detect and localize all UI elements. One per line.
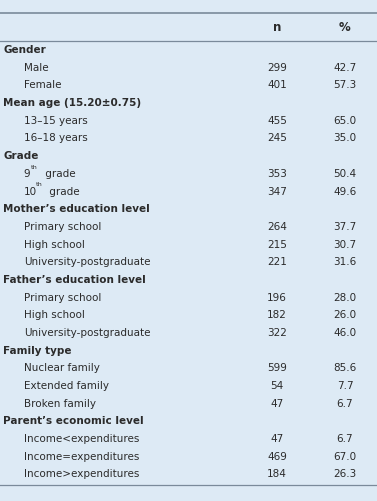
Text: Female: Female bbox=[24, 81, 61, 91]
Text: 6.7: 6.7 bbox=[337, 434, 353, 444]
Text: 455: 455 bbox=[267, 116, 287, 126]
Text: 49.6: 49.6 bbox=[333, 186, 357, 196]
Text: n: n bbox=[273, 21, 281, 34]
Text: Male: Male bbox=[24, 63, 48, 73]
Text: 16–18 years: 16–18 years bbox=[24, 133, 87, 143]
Text: Mother’s education level: Mother’s education level bbox=[3, 204, 150, 214]
Text: 31.6: 31.6 bbox=[333, 257, 357, 267]
Text: 6.7: 6.7 bbox=[337, 399, 353, 409]
Text: 65.0: 65.0 bbox=[333, 116, 357, 126]
Text: Primary school: Primary school bbox=[24, 293, 101, 303]
Text: 196: 196 bbox=[267, 293, 287, 303]
Text: Extended family: Extended family bbox=[24, 381, 109, 391]
Text: 9: 9 bbox=[24, 169, 31, 179]
Text: 401: 401 bbox=[267, 81, 287, 91]
Text: Income>expenditures: Income>expenditures bbox=[24, 469, 139, 479]
Text: 215: 215 bbox=[267, 239, 287, 249]
Text: High school: High school bbox=[24, 239, 84, 249]
Text: 35.0: 35.0 bbox=[333, 133, 357, 143]
Text: Broken family: Broken family bbox=[24, 399, 96, 409]
Text: 26.3: 26.3 bbox=[333, 469, 357, 479]
Text: 245: 245 bbox=[267, 133, 287, 143]
Text: 599: 599 bbox=[267, 363, 287, 373]
Text: 182: 182 bbox=[267, 310, 287, 320]
Text: th: th bbox=[36, 182, 43, 187]
Text: Father’s education level: Father’s education level bbox=[3, 275, 146, 285]
Text: Nuclear family: Nuclear family bbox=[24, 363, 100, 373]
Text: 28.0: 28.0 bbox=[333, 293, 357, 303]
Text: 299: 299 bbox=[267, 63, 287, 73]
Text: %: % bbox=[339, 21, 351, 34]
Text: 10: 10 bbox=[24, 186, 37, 196]
Text: Grade: Grade bbox=[3, 151, 38, 161]
Text: 347: 347 bbox=[267, 186, 287, 196]
Text: 47: 47 bbox=[270, 434, 284, 444]
Text: 30.7: 30.7 bbox=[333, 239, 357, 249]
Text: 184: 184 bbox=[267, 469, 287, 479]
Text: Parent’s economic level: Parent’s economic level bbox=[3, 416, 144, 426]
Text: 57.3: 57.3 bbox=[333, 81, 357, 91]
Text: grade: grade bbox=[42, 169, 75, 179]
Text: 264: 264 bbox=[267, 222, 287, 232]
Text: 46.0: 46.0 bbox=[333, 328, 357, 338]
Text: 67.0: 67.0 bbox=[333, 451, 357, 461]
Text: 37.7: 37.7 bbox=[333, 222, 357, 232]
Text: Family type: Family type bbox=[3, 346, 72, 356]
Text: 42.7: 42.7 bbox=[333, 63, 357, 73]
Text: 13–15 years: 13–15 years bbox=[24, 116, 87, 126]
Text: 221: 221 bbox=[267, 257, 287, 267]
Text: Income=expenditures: Income=expenditures bbox=[24, 451, 139, 461]
Text: 47: 47 bbox=[270, 399, 284, 409]
Text: 7.7: 7.7 bbox=[337, 381, 353, 391]
Text: 26.0: 26.0 bbox=[333, 310, 357, 320]
Text: 54: 54 bbox=[270, 381, 284, 391]
Text: grade: grade bbox=[46, 186, 79, 196]
Text: High school: High school bbox=[24, 310, 84, 320]
Text: Mean age (15.20±0.75): Mean age (15.20±0.75) bbox=[3, 98, 141, 108]
Text: 322: 322 bbox=[267, 328, 287, 338]
Text: 353: 353 bbox=[267, 169, 287, 179]
Text: University-postgraduate: University-postgraduate bbox=[24, 257, 150, 267]
Text: University-postgraduate: University-postgraduate bbox=[24, 328, 150, 338]
Text: Gender: Gender bbox=[3, 45, 46, 55]
Text: 85.6: 85.6 bbox=[333, 363, 357, 373]
Text: th: th bbox=[31, 165, 38, 170]
Text: Income<expenditures: Income<expenditures bbox=[24, 434, 139, 444]
Text: 469: 469 bbox=[267, 451, 287, 461]
Text: Primary school: Primary school bbox=[24, 222, 101, 232]
Text: 50.4: 50.4 bbox=[333, 169, 357, 179]
